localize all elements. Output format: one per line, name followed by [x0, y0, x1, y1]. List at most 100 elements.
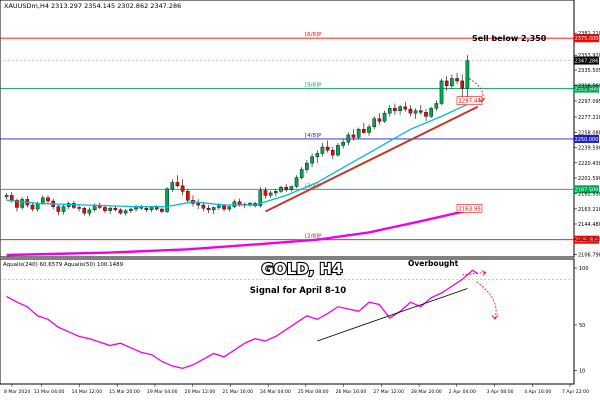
time-tick-label: 2 Apr 04:00 [449, 389, 476, 395]
chart-subtitle: Signal for April 8-10 [250, 286, 346, 296]
candle-body [439, 80, 444, 104]
price-axis: 2381.210 2353.920 2335.505 2316.560 2297.095… [0, 31, 600, 258]
price-tick-label: 2144.480 [578, 222, 600, 228]
osc-tick-label: 100 [579, 266, 589, 272]
current-price-text: 2347.286 [575, 59, 599, 65]
candle-body [165, 188, 169, 212]
osc-arrow-down [476, 281, 497, 319]
osc-line [6, 269, 479, 369]
candle-body [15, 199, 19, 208]
time-tick-label: 7 Apr 22:00 [562, 389, 589, 395]
price-tick-label: 2125.820 [578, 237, 600, 243]
trend-layer [265, 76, 486, 213]
trendline [265, 105, 479, 213]
candle-body [367, 126, 371, 133]
candle-body [30, 204, 35, 210]
candle-body [279, 187, 283, 192]
candle-body [103, 207, 107, 211]
osc-support-line [317, 288, 468, 342]
level-price-tag [574, 84, 599, 93]
candle-body [9, 195, 14, 201]
time-tick-label: 24 Mar 04:00 [260, 389, 291, 395]
price-tick-label: 2258.080 [578, 130, 600, 136]
level-label: [4/8]P [305, 133, 322, 139]
osc-arrow-down-head [491, 314, 499, 320]
candle-body [408, 108, 413, 114]
ma-tag-box [456, 203, 483, 213]
time-axis: 8 Mar 2024 13 Mar 04:00 14 Mar 12:00 15 Mar… [4, 384, 589, 395]
candle-body [129, 208, 133, 211]
candle-body [4, 195, 9, 198]
oscillator-title: Aqualis(240) 60.6579 Aqualis(50) 100.148… [3, 262, 124, 268]
level-label: [3/8]P [305, 183, 322, 189]
candle-body [429, 108, 433, 117]
candle-body [61, 206, 66, 212]
candle-body [382, 112, 387, 122]
candle-body [149, 207, 154, 211]
symbol-header: XAUUSDm,H4 2313.297 2354.145 2302.862 23… [4, 2, 181, 10]
candle-body [341, 141, 345, 146]
price-tick-label: 2163.210 [578, 207, 600, 213]
ma-short-layer: 2297.44 2163.95 [6, 96, 483, 213]
candle-body [211, 207, 216, 211]
time-tick-label: 4 Apr 16:00 [524, 389, 551, 395]
candle-body [268, 192, 273, 196]
candle-body [315, 153, 320, 157]
candle-body [377, 118, 382, 122]
sell-note: Sell below 2,350 [472, 34, 547, 43]
candle-body [372, 118, 377, 128]
candle-body [77, 207, 81, 209]
osc-tick-label: 10 [579, 369, 585, 375]
candle-body [403, 106, 408, 110]
candle-body [351, 134, 356, 138]
candle-body [222, 205, 226, 210]
candle-body [336, 145, 340, 156]
candle-body [289, 186, 294, 190]
price-levels: [6/8]P 2375.000 [5/8]P 2312.500 [4/8]P 2250.0… [0, 32, 599, 244]
time-tick-label: 15 Mar 20:00 [109, 389, 140, 395]
sell-arrow-head [478, 97, 486, 103]
price-tick-label: 2297.095 [578, 99, 600, 105]
osc-tick-label: 50 [579, 323, 585, 329]
time-tick-label: 19 Mar 04:00 [147, 389, 178, 395]
level-label: [5/8]P [305, 83, 322, 89]
candle-body [455, 78, 459, 82]
price-tick-label: 2316.560 [578, 83, 600, 89]
candle-body [56, 206, 61, 212]
indicator-pane-frame [0, 258, 575, 385]
candle-body [35, 203, 40, 210]
candle-body [258, 190, 263, 207]
candle-body [113, 208, 118, 211]
candle-body [393, 108, 397, 111]
time-tick-label: 28 Mar 20:00 [411, 389, 442, 395]
level-price-tag [574, 185, 599, 194]
level-label: [2/8]P [305, 234, 322, 240]
price-tick-label: 2201.590 [578, 176, 600, 182]
time-tick-label: 21 Mar 16:00 [222, 389, 253, 395]
candle-body [444, 80, 449, 86]
ma-tag-text: 2163.95 [458, 206, 481, 212]
candle-body [118, 209, 123, 214]
price-tick-label: 2353.920 [578, 53, 600, 59]
candle-body [123, 210, 128, 214]
candle-body [201, 204, 206, 209]
time-tick-label: 20 Mar 12:00 [185, 389, 216, 395]
level-price-tag [574, 134, 599, 143]
candle-body [346, 134, 351, 143]
candle-body [310, 156, 314, 164]
ma-tag-text: 2297.44 [458, 99, 481, 105]
candle-body [108, 208, 112, 211]
price-tick-label: 2335.505 [578, 68, 600, 74]
ma-long-layer [6, 207, 479, 257]
candle-body [175, 182, 180, 186]
price-pane-frame [0, 0, 575, 258]
candle-body [465, 60, 470, 89]
candle-body [413, 110, 418, 114]
candle-body [460, 80, 465, 89]
candle-body [263, 190, 268, 196]
candle-body [424, 112, 428, 117]
candle-body [356, 129, 361, 138]
candle-body [284, 187, 288, 190]
candle-body [294, 177, 299, 187]
